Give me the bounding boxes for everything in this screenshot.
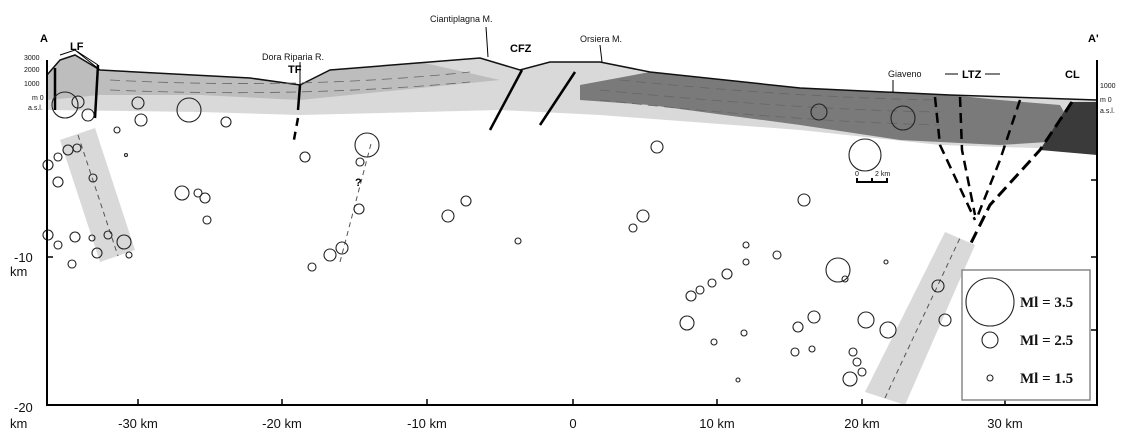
topography [46,54,1098,101]
depth-axis: -10 km -20 km [10,250,33,431]
feature-label: LTZ [962,69,982,81]
scale-label: 0 [855,171,859,178]
distance-label: 20 km [844,416,879,431]
legend: Ml = 3.5 Ml = 2.5 Ml = 1.5 [961,269,1091,401]
axes [46,60,1098,406]
trend-line [77,134,961,399]
distance-label: 0 [569,416,576,431]
distance-axis: -30 km -20 km -10 km 0 10 km 20 km 30 km [118,416,1023,431]
elevation-label: a.s.l. [28,105,43,112]
feature-label: Orsiera M. [580,34,622,44]
cluster-band [865,232,975,405]
depth-label: -20 [14,400,33,415]
mid-unit [47,55,500,100]
elevation-label: 2000 [24,67,40,74]
depth-unit: km [10,416,27,431]
faults [53,64,1074,246]
depth-label: -10 [14,250,33,265]
feature-label: CL [1065,69,1080,81]
leader-lines [59,26,1000,92]
elevation-label: 1000 [1100,83,1116,90]
legend-entry: Ml = 2.5 [1020,333,1073,349]
section-end: A' [1088,33,1099,45]
earthquakes [42,91,952,387]
foliation [109,71,941,126]
elevation-label: m 0 [32,95,44,102]
darkest-unit [1040,102,1097,155]
elevation-label: a.s.l. [1100,108,1115,115]
feature-label: Ciantiplagna M. [430,14,493,24]
legend-entry: Ml = 3.5 [1020,295,1073,311]
feature-label: Dora Riparia R. [262,52,324,62]
distance-label: 10 km [699,416,734,431]
legend-entry: Ml = 1.5 [1020,371,1073,387]
feature-label: TF [288,64,302,76]
elevation-label: m 0 [1100,97,1112,104]
distance-label: -30 km [118,416,158,431]
feature-label: Giaveno [888,69,922,79]
feature-label: CFZ [510,43,532,55]
elevation-axis: 3000 2000 1000 m 0 a.s.l. 1000 m 0 a.s.l… [24,55,1116,115]
section-end: A [40,33,48,45]
depth-unit: km [10,264,27,279]
question-mark: ? [355,177,362,189]
elevation-label: 1000 [24,81,40,88]
distance-label: 30 km [987,416,1022,431]
distance-label: -20 km [262,416,302,431]
scale-label: 2 km [875,171,890,178]
elevation-label: 3000 [24,55,40,62]
scale-bar [856,178,888,183]
distance-label: -10 km [407,416,447,431]
